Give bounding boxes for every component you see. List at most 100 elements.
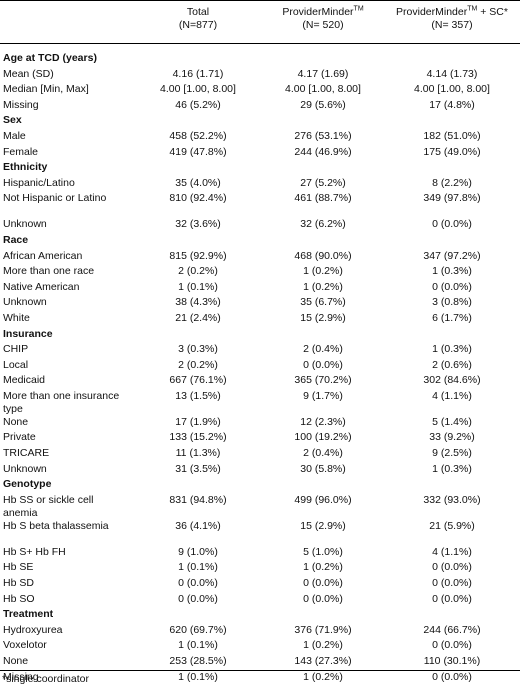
- row-label: Unknown: [3, 296, 47, 309]
- table-row: TRICARE 11 (1.3%) 2 (0.4%) 9 (2.5%): [0, 447, 520, 463]
- value-total: 11 (1.3%): [175, 447, 221, 460]
- section-header-row: Sex: [0, 114, 520, 130]
- row-label: Hb SE: [3, 561, 34, 574]
- value-providerminder: 30 (5.8%): [300, 462, 346, 475]
- trademark-mark: TM: [467, 5, 478, 13]
- table-body: Age at TCD (years) Mean (SD) 4.16 (1.71) 4.…: [0, 52, 520, 686]
- value-providerminder: 1 (0.2%): [303, 670, 343, 683]
- value-total: 0 (0.0%): [178, 592, 218, 605]
- table-row: Local 2 (0.2%) 0 (0.0%) 2 (0.6%): [0, 359, 520, 375]
- header-sc-suffix: + SC*: [477, 6, 508, 18]
- value-providerminder-sc: 5 (1.4%): [432, 415, 472, 428]
- row-label: Missing: [3, 98, 39, 111]
- value-providerminder: 1 (0.2%): [303, 639, 343, 652]
- value-total: 32 (3.6%): [175, 218, 221, 231]
- value-providerminder: 15 (2.9%): [300, 519, 346, 532]
- value-providerminder-sc: 349 (97.8%): [423, 192, 481, 205]
- value-total: 1 (0.1%): [178, 561, 218, 574]
- value-providerminder-sc: 0 (0.0%): [432, 670, 472, 683]
- value-providerminder: 1 (0.2%): [303, 265, 343, 278]
- value-providerminder: 32 (6.2%): [300, 218, 346, 231]
- value-providerminder: 461 (88.7%): [294, 192, 352, 205]
- value-providerminder-sc: 4 (1.1%): [432, 545, 472, 558]
- value-total: 458 (52.2%): [169, 129, 227, 142]
- value-total: 13 (1.5%): [175, 389, 221, 402]
- section-header-row: Genotype: [0, 478, 520, 494]
- table-row: More than one insurance type 13 (1.5%) 9 (…: [0, 390, 520, 416]
- header-providerminder-sc-title: ProviderMinderTM + SC*: [384, 6, 520, 19]
- row-label: More than one race: [3, 265, 95, 278]
- section-header-row: Race: [0, 234, 520, 250]
- value-total: 21 (2.4%): [175, 311, 221, 324]
- value-providerminder: 35 (6.7%): [300, 296, 346, 309]
- value-total: 1 (0.1%): [178, 639, 218, 652]
- section-header-row: Insurance: [0, 328, 520, 344]
- value-providerminder-sc: 0 (0.0%): [432, 639, 472, 652]
- value-total: 815 (92.9%): [169, 249, 227, 262]
- table-row: Male 458 (52.2%) 276 (53.1%) 182 (51.0%): [0, 130, 520, 146]
- value-total: 35 (4.0%): [175, 176, 221, 189]
- section-label: Insurance: [3, 327, 53, 340]
- value-providerminder-sc: 2 (0.6%): [432, 358, 472, 371]
- section-label: Age at TCD (years): [3, 52, 97, 64]
- value-total: 2 (0.2%): [178, 265, 218, 278]
- value-total: 810 (92.4%): [169, 192, 227, 205]
- table-row: Missing 1 (0.1%) 1 (0.2%) 0 (0.0%): [0, 671, 520, 687]
- value-providerminder-sc: 4.14 (1.73): [426, 67, 478, 80]
- table-row: Missing 46 (5.2%) 29 (5.6%) 17 (4.8%): [0, 99, 520, 115]
- row-label: Native American: [3, 280, 80, 293]
- value-providerminder-sc: 1 (0.3%): [432, 265, 472, 278]
- value-total: 36 (4.1%): [175, 519, 221, 532]
- table-row: African American 815 (92.9%) 468 (90.0%) 34…: [0, 250, 520, 266]
- section-header-row: Treatment: [0, 608, 520, 624]
- row-label: Hb S+ Hb FH: [3, 545, 66, 558]
- value-providerminder-sc: 17 (4.8%): [429, 98, 475, 111]
- section-header-row: Age at TCD (years): [0, 52, 520, 68]
- value-providerminder-sc: 0 (0.0%): [432, 218, 472, 231]
- row-label: Hb SS or sickle cell anemia: [3, 493, 94, 519]
- row-label: Missing: [3, 670, 39, 683]
- value-providerminder: 4.00 [1.00, 8.00]: [285, 83, 361, 96]
- table-row: White 21 (2.4%) 15 (2.9%) 6 (1.7%): [0, 312, 520, 328]
- table-row: Medicaid 667 (76.1%) 365 (70.2%) 302 (84.6%…: [0, 374, 520, 390]
- value-total: 0 (0.0%): [178, 577, 218, 590]
- table-row: Female 419 (47.8%) 244 (46.9%) 175 (49.0%): [0, 146, 520, 162]
- table-row: Unknown 38 (4.3%) 35 (6.7%) 3 (0.8%): [0, 296, 520, 312]
- header-providerminder-n: (N= 520): [302, 19, 344, 31]
- value-total: 1 (0.1%): [178, 280, 218, 293]
- value-providerminder: 244 (46.9%): [294, 145, 352, 158]
- row-label: Median [Min, Max]: [3, 83, 89, 96]
- value-total: 17 (1.9%): [175, 415, 221, 428]
- value-providerminder: 276 (53.1%): [294, 129, 352, 142]
- footnote: *single coordinator: [2, 673, 89, 685]
- value-providerminder: 0 (0.0%): [303, 358, 343, 371]
- table-row: Hb S+ Hb FH 9 (1.0%) 5 (1.0%) 4 (1.1%): [0, 546, 520, 562]
- row-label: Local: [3, 358, 29, 371]
- table-row: Native American 1 (0.1%) 1 (0.2%) 0 (0.0%): [0, 281, 520, 297]
- value-total: 9 (1.0%): [178, 545, 218, 558]
- table-header: Total (N=877) ProviderMinderTM (N= 520) …: [0, 0, 520, 44]
- row-label: None: [3, 655, 29, 667]
- row-label: Female: [3, 145, 39, 158]
- value-providerminder: 0 (0.0%): [303, 592, 343, 605]
- header-providerminder: ProviderMinderTM (N= 520): [262, 6, 384, 32]
- table-row: Voxelotor 1 (0.1%) 1 (0.2%) 0 (0.0%): [0, 639, 520, 655]
- value-providerminder: 9 (1.7%): [303, 389, 343, 402]
- value-providerminder-sc: 0 (0.0%): [432, 561, 472, 574]
- value-total: 620 (69.7%): [169, 623, 227, 636]
- value-providerminder: 27 (5.2%): [300, 176, 346, 189]
- table-row: Private 133 (15.2%) 100 (19.2%) 33 (9.2%): [0, 431, 520, 447]
- header-providerminder-sc: ProviderMinderTM + SC* (N= 357): [384, 6, 520, 32]
- value-providerminder: 0 (0.0%): [303, 577, 343, 590]
- value-total: 38 (4.3%): [175, 296, 221, 309]
- value-providerminder: 29 (5.6%): [300, 98, 346, 111]
- value-providerminder-sc: 8 (2.2%): [432, 176, 472, 189]
- value-providerminder-sc: 347 (97.2%): [423, 249, 481, 262]
- row-label: Not Hispanic or Latino: [3, 192, 107, 205]
- row-label: More than one insurance type: [3, 389, 120, 415]
- row-label: Unknown: [3, 218, 47, 231]
- value-providerminder: 143 (27.3%): [294, 655, 352, 667]
- value-total: 1 (0.1%): [178, 670, 218, 683]
- value-providerminder-sc: 110 (30.1%): [423, 655, 481, 667]
